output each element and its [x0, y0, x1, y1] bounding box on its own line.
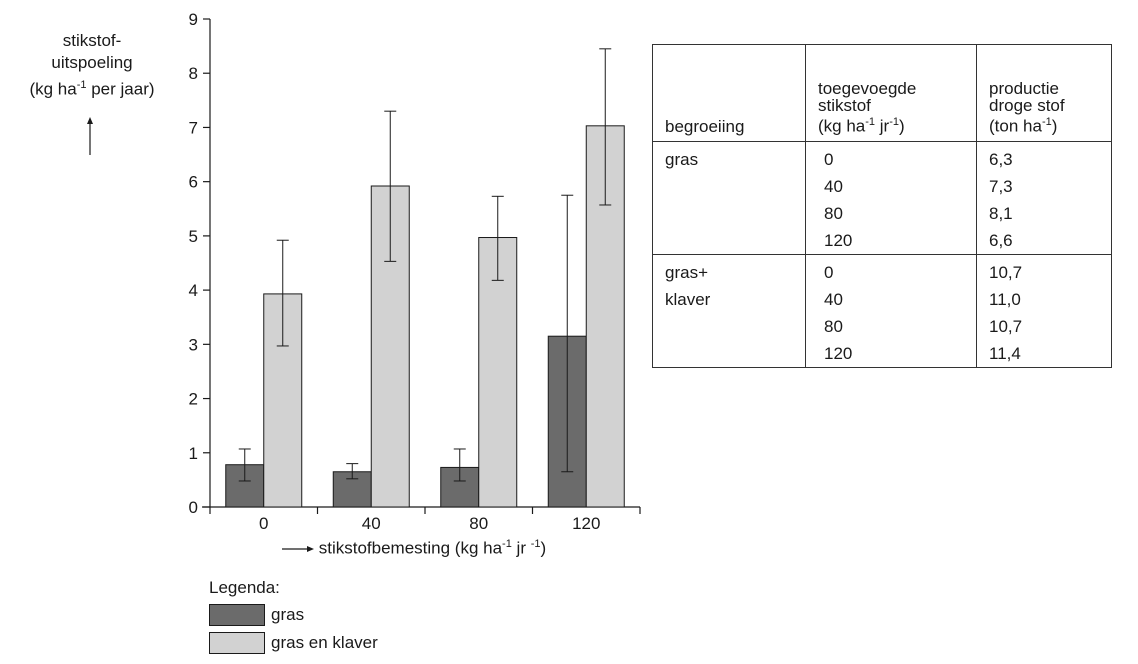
table-header-row: begroeiing toegevoegde stikstof (kg ha-1… [652, 44, 1112, 142]
table-row: 80 10,7 [652, 313, 1112, 340]
legend-swatch-gras-en-klaver [209, 632, 265, 654]
cell-begroeiing [652, 227, 806, 255]
cell-stikstof: 40 [805, 173, 977, 200]
y-tick-label: 2 [189, 390, 198, 409]
cell-begroeiing: gras+ [652, 254, 806, 286]
legend-label-gras: gras [271, 605, 305, 624]
cell-stikstof: 0 [805, 141, 977, 173]
cell-stikstof: 80 [805, 313, 977, 340]
y-axis-label: stikstof- uitspoeling (kg ha-1 per jaar) [0, 30, 184, 101]
table-row: gras 0 6,3 [652, 141, 1112, 173]
y-tick-label: 0 [189, 498, 198, 517]
table-row: klaver 40 11,0 [652, 286, 1112, 313]
header-toegevoegde-stikstof: toegevoegde stikstof (kg ha-1 jr-1) [805, 44, 977, 142]
x-tick-label: 120 [572, 514, 600, 533]
table-row: 120 6,6 [652, 227, 1112, 255]
cell-begroeiing [652, 313, 806, 340]
cell-begroeiing [652, 173, 806, 200]
cell-productie: 6,3 [976, 141, 1112, 173]
x-axis-label: stikstofbemesting (kg ha-1 jr -1) [282, 538, 546, 559]
y-axis-label-line2: uitspoeling [51, 53, 133, 72]
data-table: begroeiing toegevoegde stikstof (kg ha-1… [652, 44, 1112, 368]
y-tick-label: 8 [189, 64, 198, 83]
cell-begroeiing: gras [652, 141, 806, 173]
legend-label-gras-en-klaver: gras en klaver [271, 633, 378, 652]
legend-swatch-gras [209, 604, 265, 626]
cell-stikstof: 40 [805, 286, 977, 313]
y-tick-label: 4 [189, 281, 198, 300]
table-row: gras+ 0 10,7 [652, 254, 1112, 286]
header-begroeiing: begroeiing [652, 44, 806, 142]
table-row: 40 7,3 [652, 173, 1112, 200]
y-axis-label-line3: (kg ha-1 per jaar) [29, 79, 155, 99]
x-axis-arrow-icon [282, 546, 314, 553]
cell-productie: 7,3 [976, 173, 1112, 200]
cell-productie: 10,7 [976, 254, 1112, 286]
cell-stikstof: 120 [805, 227, 977, 255]
y-tick-label: 3 [189, 335, 198, 354]
y-tick-label: 9 [189, 10, 198, 29]
y-axis-label-line1: stikstof- [62, 31, 122, 50]
cell-stikstof: 80 [805, 200, 977, 227]
cell-stikstof: 120 [805, 340, 977, 368]
legend-title: Legenda: [209, 578, 280, 597]
cell-begroeiing [652, 200, 806, 227]
cell-begroeiing [652, 340, 806, 368]
cell-productie: 11,4 [976, 340, 1112, 368]
legend: Legenda: gras gras en klaver [209, 578, 378, 658]
legend-item-gras-en-klaver: gras en klaver [209, 630, 378, 656]
cell-productie: 8,1 [976, 200, 1112, 227]
cell-productie: 10,7 [976, 313, 1112, 340]
x-tick-label: 80 [469, 514, 488, 533]
table-row: 120 11,4 [652, 340, 1112, 368]
y-tick-label: 6 [189, 173, 198, 192]
cell-stikstof: 0 [805, 254, 977, 286]
table-row: 80 8,1 [652, 200, 1112, 227]
y-tick-label: 7 [189, 118, 198, 137]
x-tick-label: 0 [259, 514, 268, 533]
y-tick-label: 1 [189, 444, 198, 463]
cell-productie: 6,6 [976, 227, 1112, 255]
bar-gras-en-klaver-80 [478, 237, 518, 508]
y-tick-label: 5 [189, 227, 198, 246]
legend-item-gras: gras [209, 602, 378, 628]
cell-begroeiing: klaver [652, 286, 806, 313]
cell-productie: 11,0 [976, 286, 1112, 313]
x-tick-label: 40 [362, 514, 381, 533]
y-axis-arrow-icon [87, 117, 93, 155]
header-productie-droge-stof: productie droge stof (ton ha-1) [976, 44, 1112, 142]
